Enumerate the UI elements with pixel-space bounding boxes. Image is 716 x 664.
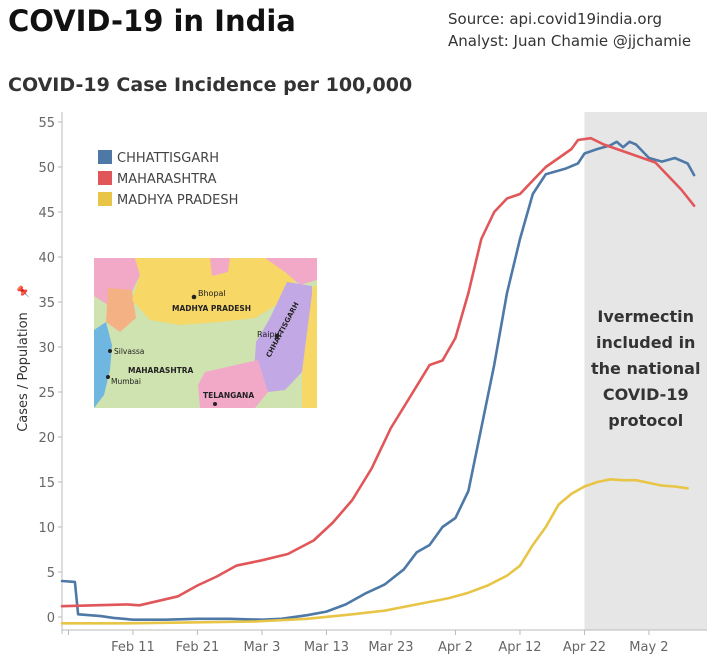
y-axis-label: Cases / Population (16, 312, 31, 432)
y-axis-label-group: Cases / Population 📌 (16, 285, 31, 432)
analyst-text: Analyst: Juan Chamie @jjchamie (448, 32, 692, 50)
legend-swatch (98, 192, 112, 206)
y-tick-label: 35 (38, 296, 55, 311)
x-tick-label: Apr 22 (563, 640, 606, 655)
x-tick-label: Mar 13 (304, 640, 349, 655)
annotation-line: COVID-19 (603, 385, 689, 404)
legend-label: MAHARASHTRA (117, 172, 217, 187)
series-layer (60, 136, 696, 625)
chart-title: COVID-19 Case Incidence per 100,000 (8, 74, 413, 96)
x-tick-label: Mar 3 (243, 640, 280, 655)
map-label-mumbai: Mumbai (111, 377, 141, 386)
series-line-madhya-pradesh (60, 478, 689, 625)
x-tick-label: May 2 (629, 640, 668, 655)
x-tick-label: Mar 23 (368, 640, 413, 655)
source-credits: Source: api.covid19india.org Analyst: Ju… (448, 8, 691, 52)
pin-icon: 📌 (16, 285, 30, 299)
india-map-inset (94, 258, 317, 408)
map-label-bhopal: Bhopal (198, 289, 226, 298)
x-tick-label: Apr 12 (498, 640, 541, 655)
map-label-maharashtra: MAHARASHTRA (128, 366, 193, 375)
y-tick-label: 5 (47, 566, 55, 581)
legend: CHHATTISGARH MAHARASHTRA MADHYA PRADESH (98, 150, 238, 208)
annotation-line: Ivermectin (597, 307, 694, 326)
annotation-line: included in (596, 333, 695, 352)
series-line-maharashtra (60, 136, 696, 608)
y-tick-label: 10 (38, 521, 55, 536)
axis-layer: 0 5 10 15 20 25 30 35 40 45 50 55 Feb 11 Feb 21 Mar 3 M… (38, 112, 707, 655)
map-label-raipur: Raipur (257, 330, 284, 339)
y-tick-label: 20 (38, 431, 55, 446)
legend-label: CHHATTISGARH (117, 151, 219, 166)
map-label-silvassa: Silvassa (114, 347, 144, 356)
y-tick-label: 0 (47, 611, 55, 626)
y-tick-label: 55 (38, 116, 55, 131)
annotation-line: protocol (608, 411, 683, 430)
annotation: Ivermectin included in the national COVID-1… (591, 307, 700, 430)
annotation-line: the national (591, 359, 700, 378)
map-label-telangana: TELANGANA (203, 391, 254, 400)
x-tick-label: Feb 11 (111, 640, 155, 655)
y-tick-label: 15 (38, 476, 55, 491)
source-text: Source: api.covid19india.org (448, 10, 662, 28)
series-line-chhattisgarh (60, 140, 696, 621)
x-tick-label: Feb 21 (176, 640, 220, 655)
y-tick-label: 30 (38, 341, 55, 356)
y-tick-label: 45 (38, 206, 55, 221)
legend-label: MADHYA PRADESH (117, 193, 238, 208)
legend-swatch (98, 171, 112, 185)
map-label-madhya-pradesh: MADHYA PRADESH (172, 304, 251, 313)
x-tick-label: Apr 2 (438, 640, 473, 655)
y-tick-label: 40 (38, 251, 55, 266)
y-tick-label: 50 (38, 161, 55, 176)
page-title: COVID-19 in India (8, 4, 296, 38)
legend-swatch (98, 150, 112, 164)
y-tick-label: 25 (38, 386, 55, 401)
